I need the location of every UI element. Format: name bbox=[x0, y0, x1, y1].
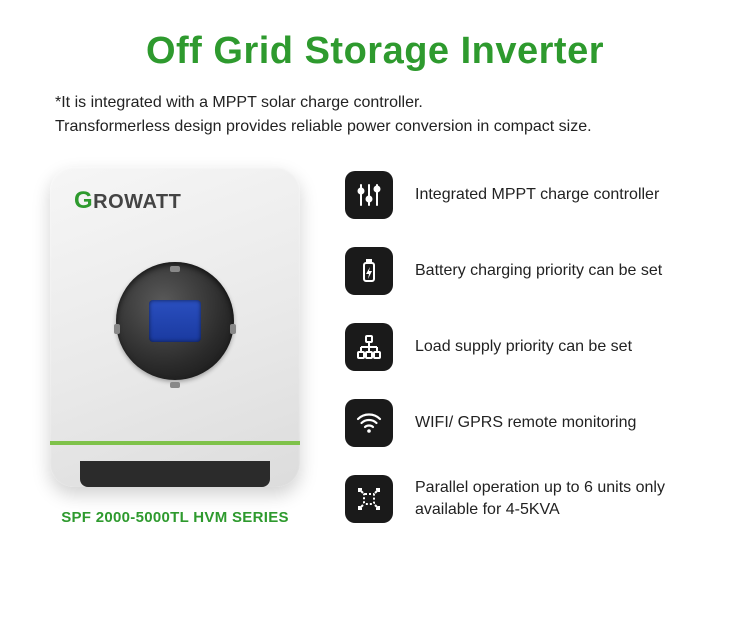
parallel-icon bbox=[345, 475, 393, 523]
product-column: GROWATT SPF 2000-5000TL HVM SERIES bbox=[35, 167, 315, 526]
features-list: Integrated MPPT charge controller Batter… bbox=[345, 167, 715, 523]
sliders-icon bbox=[345, 171, 393, 219]
network-icon bbox=[345, 323, 393, 371]
brand-rest: ROWATT bbox=[93, 191, 181, 213]
feature-label: Battery charging priority can be set bbox=[415, 260, 662, 282]
feature-label: Parallel operation up to 6 units only av… bbox=[415, 477, 715, 520]
battery-icon bbox=[345, 247, 393, 295]
feature-item: Load supply priority can be set bbox=[345, 323, 715, 371]
feature-label: Integrated MPPT charge controller bbox=[415, 184, 659, 206]
feature-item: Battery charging priority can be set bbox=[345, 247, 715, 295]
product-series-label: SPF 2000-5000TL HVM SERIES bbox=[61, 509, 289, 526]
feature-label: WIFI/ GPRS remote monitoring bbox=[415, 412, 636, 434]
page-title: Off Grid Storage Inverter bbox=[35, 30, 715, 73]
content-row: GROWATT SPF 2000-5000TL HVM SERIES bbox=[35, 167, 715, 526]
feature-item: Parallel operation up to 6 units only av… bbox=[345, 475, 715, 523]
feature-item: Integrated MPPT charge controller bbox=[345, 171, 715, 219]
device-accent-stripe bbox=[50, 441, 300, 445]
feature-label: Load supply priority can be set bbox=[415, 336, 632, 358]
brand-accent-letter: G bbox=[74, 187, 93, 214]
device-dial bbox=[116, 262, 234, 380]
device-socket-panel bbox=[80, 461, 270, 487]
wifi-icon bbox=[345, 399, 393, 447]
device-screen bbox=[149, 300, 201, 342]
device-illustration: GROWATT bbox=[50, 167, 300, 487]
device-brand-logo: GROWATT bbox=[74, 187, 282, 215]
feature-item: WIFI/ GPRS remote monitoring bbox=[345, 399, 715, 447]
description-text: *It is integrated with a MPPT solar char… bbox=[55, 91, 695, 139]
